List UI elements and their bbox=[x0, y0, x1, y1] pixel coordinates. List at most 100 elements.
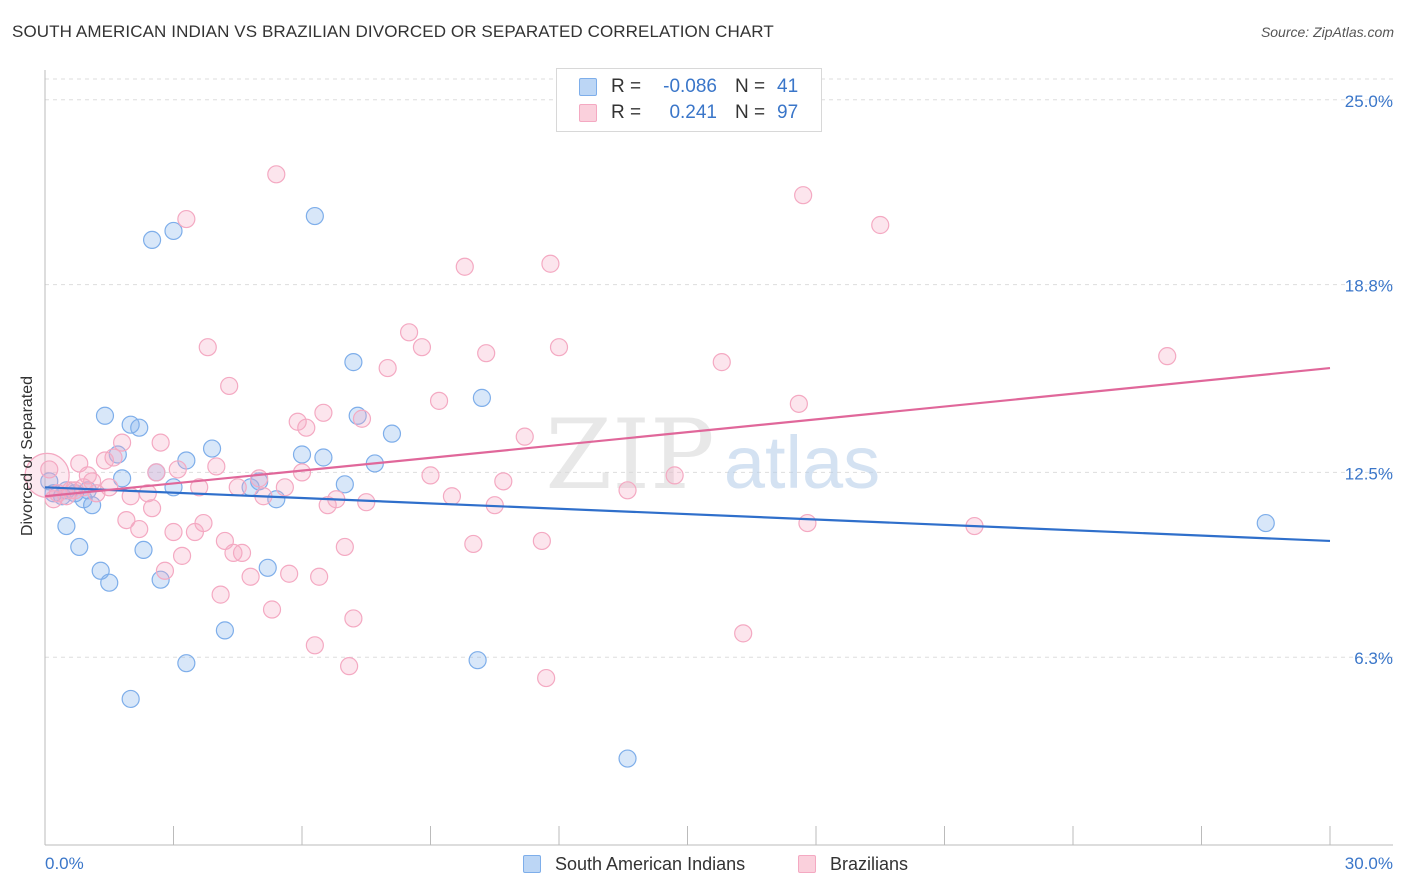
point-brazilian bbox=[267, 165, 286, 184]
point-brazilian bbox=[177, 209, 196, 229]
point-brazilian bbox=[532, 531, 551, 551]
y-axis-label: Divorced or Separated bbox=[19, 375, 36, 537]
point-south-american-indian bbox=[202, 439, 222, 458]
point-south-american-indian bbox=[382, 424, 402, 443]
stats-legend: R = -0.086 N = 41 R = 0.241 N = 97 bbox=[556, 68, 822, 132]
point-brazilian bbox=[314, 403, 333, 422]
point-brazilian bbox=[794, 186, 813, 205]
tick-labels: 6.3% 12.5% 18.8% 25.0% 0.0% 30.0% bbox=[45, 92, 1393, 873]
point-brazilian bbox=[357, 493, 376, 512]
point-south-american-indian bbox=[468, 651, 487, 670]
point-brazilian bbox=[151, 433, 170, 452]
point-brazilian bbox=[194, 513, 213, 533]
trend-lines bbox=[44, 366, 1331, 543]
trend-line-south-american-indians bbox=[44, 486, 1331, 543]
y-tick-label: 6.3% bbox=[1354, 649, 1393, 668]
point-brazilian bbox=[340, 657, 359, 676]
y-tick-label: 12.5% bbox=[1345, 464, 1393, 483]
x-tick-label: 0.0% bbox=[45, 854, 84, 873]
legend-row-south-american-indians: R = -0.086 N = 41 bbox=[579, 75, 798, 99]
point-brazilian bbox=[232, 543, 252, 562]
watermark-zip: ZIP bbox=[545, 399, 714, 511]
point-south-american-indian bbox=[258, 558, 277, 577]
point-south-american-indian bbox=[215, 621, 234, 640]
point-south-american-indian bbox=[335, 475, 354, 494]
point-brazilian bbox=[262, 600, 282, 619]
point-brazilian bbox=[549, 338, 569, 357]
point-brazilian bbox=[207, 457, 226, 476]
legend-n-value: 41 bbox=[777, 76, 799, 97]
point-south-american-indian bbox=[164, 221, 183, 241]
point-brazilian bbox=[515, 427, 534, 446]
point-brazilian bbox=[789, 394, 808, 413]
point-south-american-indian bbox=[472, 388, 491, 407]
point-brazilian bbox=[112, 433, 132, 452]
data-points bbox=[24, 165, 1275, 768]
point-brazilian bbox=[429, 391, 449, 410]
point-south-american-indian bbox=[305, 206, 324, 226]
legend-r-value: 0.241 bbox=[669, 102, 717, 123]
legend-n-label: N = bbox=[735, 76, 766, 97]
point-brazilian bbox=[442, 487, 462, 506]
point-south-american-indian bbox=[112, 469, 132, 488]
chart-title: SOUTH AMERICAN INDIAN VS BRAZILIAN DIVOR… bbox=[12, 22, 774, 41]
point-brazilian bbox=[494, 472, 513, 491]
point-brazilian bbox=[665, 466, 684, 485]
point-brazilian bbox=[168, 460, 187, 479]
trend-line-brazilians bbox=[44, 366, 1331, 498]
y-tick-label: 25.0% bbox=[1345, 92, 1393, 111]
point-brazilian bbox=[147, 463, 166, 482]
y-tick-label: 18.8% bbox=[1345, 277, 1393, 296]
source-label: Source: ZipAtlas.com bbox=[1260, 24, 1394, 40]
point-brazilian bbox=[190, 478, 209, 497]
point-cluster bbox=[24, 452, 70, 498]
point-brazilian bbox=[280, 564, 299, 583]
point-brazilian bbox=[798, 513, 817, 533]
point-brazilian bbox=[455, 257, 474, 276]
point-brazilian bbox=[104, 448, 123, 467]
point-brazilian bbox=[164, 522, 183, 542]
point-south-american-indian bbox=[344, 353, 363, 372]
point-brazilian bbox=[335, 537, 354, 557]
point-brazilian bbox=[734, 624, 753, 643]
point-south-american-indian bbox=[151, 570, 170, 589]
point-south-american-indian bbox=[314, 448, 333, 467]
point-brazilian bbox=[241, 567, 260, 586]
point-south-american-indian bbox=[130, 418, 149, 437]
x-tick-label: 30.0% bbox=[1345, 854, 1393, 873]
point-south-american-indian bbox=[1256, 513, 1275, 533]
point-brazilian bbox=[344, 609, 363, 628]
point-south-american-indian bbox=[121, 689, 140, 709]
watermark: ZIP atlas bbox=[545, 399, 880, 511]
point-brazilian bbox=[292, 463, 312, 482]
point-south-american-indian bbox=[177, 654, 196, 673]
bottom-legend-south-american-indians: South American Indians bbox=[523, 852, 745, 876]
point-brazilian bbox=[220, 376, 239, 396]
point-brazilian bbox=[138, 484, 157, 503]
bottom-legend-swatch-pink bbox=[798, 855, 816, 873]
point-brazilian bbox=[117, 510, 136, 530]
point-brazilian bbox=[297, 418, 316, 437]
legend-r-label: R = bbox=[611, 102, 642, 123]
legend-n-value: 97 bbox=[777, 102, 799, 123]
point-brazilian bbox=[250, 469, 269, 488]
point-south-american-indian bbox=[142, 230, 162, 250]
point-brazilian bbox=[618, 481, 637, 500]
point-south-american-indian bbox=[70, 537, 89, 557]
point-brazilian bbox=[477, 344, 496, 363]
point-brazilian bbox=[1158, 347, 1177, 366]
point-south-american-indian bbox=[618, 749, 637, 768]
point-brazilian bbox=[712, 353, 731, 372]
point-brazilian bbox=[537, 668, 556, 688]
point-south-american-indian bbox=[83, 496, 102, 515]
point-brazilian bbox=[211, 585, 230, 604]
bottom-legend-swatch-blue bbox=[523, 855, 541, 873]
point-brazilian bbox=[464, 534, 483, 554]
legend-row-brazilians: R = 0.241 N = 97 bbox=[579, 101, 798, 125]
axes bbox=[44, 70, 1393, 846]
bottom-legend-label: Brazilians bbox=[830, 853, 909, 874]
point-brazilian bbox=[421, 466, 440, 485]
legend-n-label: N = bbox=[735, 102, 766, 123]
point-brazilian bbox=[310, 567, 329, 586]
